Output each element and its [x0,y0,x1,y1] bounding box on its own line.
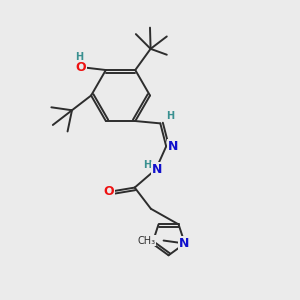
Text: H: H [75,52,83,62]
Text: CH₃: CH₃ [137,236,155,245]
Text: N: N [179,237,189,250]
Text: H: H [167,111,175,121]
Text: N: N [168,140,179,153]
Text: H: H [143,160,151,170]
Text: O: O [76,61,86,74]
Text: O: O [104,184,114,198]
Text: N: N [152,163,163,176]
